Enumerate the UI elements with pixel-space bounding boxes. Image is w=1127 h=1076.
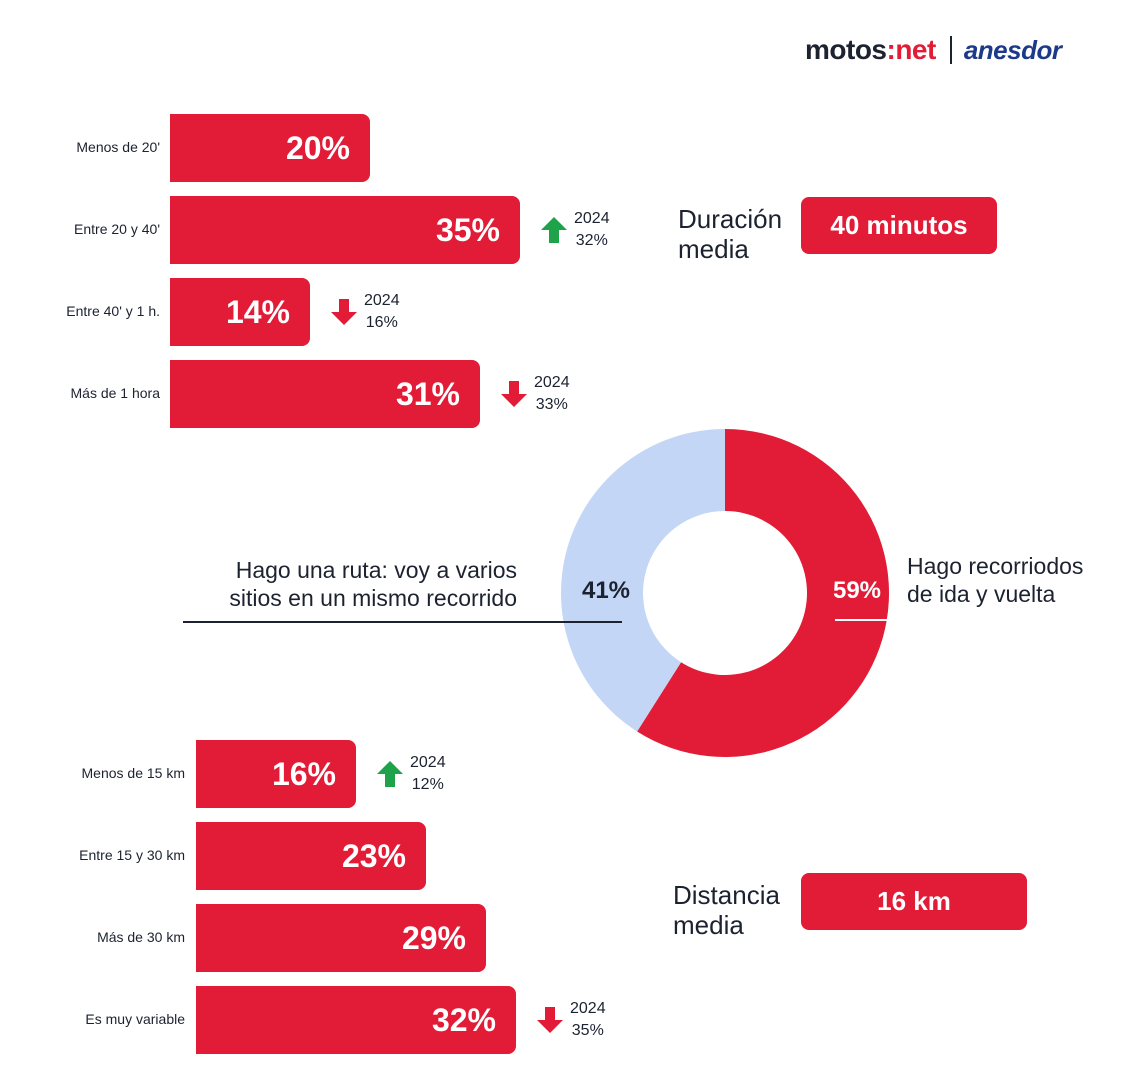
arrow-down-icon <box>331 299 357 325</box>
comparison-year: 2024 <box>534 374 570 391</box>
donut-label-route-line1: Hago una ruta: voy a varios <box>235 557 517 583</box>
logo-divider <box>949 36 952 64</box>
bar-value-label: 16% <box>271 755 336 792</box>
bar: 23% <box>196 822 426 890</box>
donut-label-route-line2: sitios en un mismo recorrido <box>229 585 517 611</box>
duration-average-badge: 40 minutos <box>801 197 997 254</box>
bar-value-label: 20% <box>285 129 350 166</box>
comparison-text: 2024 12% <box>410 752 446 796</box>
bar-value-label: 35% <box>435 211 500 248</box>
donut-label-roundtrip-line1: Hago recorriodos <box>907 553 1084 579</box>
distance-average-badge: 16 km <box>801 873 1027 930</box>
comparison-2024: 2024 32% <box>540 208 610 252</box>
duration-summary-line2: media <box>678 234 749 264</box>
bar-value-label: 32% <box>431 1001 496 1038</box>
anesdor-logo: anesdor <box>963 34 1062 65</box>
motosnet-logo: motos:net <box>805 34 936 65</box>
distance-summary-line1: Distancia <box>673 880 780 910</box>
arrow-up-icon <box>541 217 567 243</box>
bar: 16% <box>196 740 356 808</box>
bar-value-label: 29% <box>401 919 466 956</box>
arrow-down-icon <box>501 381 527 407</box>
donut-label-roundtrip-line2: de ida y vuelta <box>907 581 1056 607</box>
distance-summary-label: Distancia media <box>673 880 780 940</box>
comparison-2024: 2024 33% <box>500 372 570 416</box>
bar-value-label: 14% <box>225 293 290 330</box>
bar-category-label: Es muy variable <box>85 1011 185 1027</box>
donut-slice-route <box>561 429 725 732</box>
bar: 31% <box>170 360 480 428</box>
donut-label-route: Hago una ruta: voy a varios sitios en un… <box>160 556 517 612</box>
arrow-up-icon <box>377 761 403 787</box>
duration-summary-label: Duración media <box>678 204 782 264</box>
comparison-text: 2024 33% <box>534 372 570 416</box>
comparison-2024: 2024 16% <box>330 290 400 334</box>
comparison-text: 2024 16% <box>364 290 400 334</box>
bar-value-label: 23% <box>341 837 406 874</box>
comparison-2024: 2024 35% <box>536 998 606 1042</box>
donut-slice-roundtrip <box>637 429 890 757</box>
donut-value-route: 41% <box>582 577 630 604</box>
bar-category-label: Entre 15 y 30 km <box>79 847 185 863</box>
bar: 35% <box>170 196 520 264</box>
donut-label-roundtrip: Hago recorriodos de ida y vuelta <box>907 552 1122 608</box>
comparison-value: 33% <box>535 396 568 413</box>
comparison-value: 12% <box>411 776 444 793</box>
comparison-text: 2024 35% <box>570 998 606 1042</box>
bar: 14% <box>170 278 310 346</box>
comparison-year: 2024 <box>410 754 446 771</box>
comparison-text: 2024 32% <box>574 208 610 252</box>
bar: 20% <box>170 114 370 182</box>
bar-value-label: 31% <box>395 375 460 412</box>
comparison-year: 2024 <box>570 1000 606 1017</box>
donut-value-roundtrip: 59% <box>833 577 881 604</box>
bar-category-label: Más de 30 km <box>97 929 185 945</box>
bar-category-label: Menos de 20' <box>76 139 160 155</box>
bar-category-label: Menos de 15 km <box>81 765 186 781</box>
distance-summary-line2: media <box>673 910 744 940</box>
comparison-year: 2024 <box>574 210 610 227</box>
bar-category-label: Entre 20 y 40' <box>74 221 160 237</box>
duration-summary-line1: Duración <box>678 204 783 234</box>
arrow-down-icon <box>537 1007 563 1033</box>
comparison-value: 35% <box>571 1022 604 1039</box>
comparison-2024: 2024 12% <box>376 752 446 796</box>
comparison-year: 2024 <box>364 292 400 309</box>
brand-logos: motos:net anesdor <box>805 30 1062 70</box>
comparison-value: 16% <box>365 314 398 331</box>
bar-category-label: Más de 1 hora <box>70 385 161 401</box>
bar-category-label: Entre 40' y 1 h. <box>66 303 160 319</box>
bar: 32% <box>196 986 516 1054</box>
bar: 29% <box>196 904 486 972</box>
comparison-value: 32% <box>575 232 608 249</box>
